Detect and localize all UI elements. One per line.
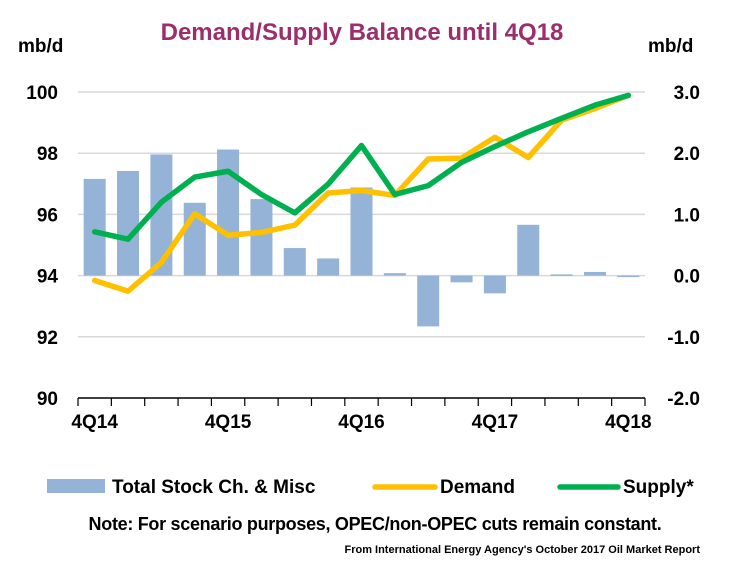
right-axis-unit: mb/d [648,36,693,57]
bar-stock-change [150,154,173,276]
right-tick-label: -2.0 [667,389,700,410]
bar-stock-change [317,258,340,276]
bar-stock-change [217,149,240,276]
left-tick-label: 94 [37,267,59,288]
right-tick-label: 3.0 [674,83,700,104]
left-tick-label: 90 [37,389,58,410]
x-tick-label: 4Q16 [338,412,384,433]
left-tick-label: 100 [26,83,58,104]
left-tick-label: 96 [37,205,58,226]
bar-stock-change [350,187,373,276]
legend-label-demand: Demand [440,477,515,498]
bar-stock-change [417,275,440,327]
bar-stock-change [83,178,106,276]
x-tick-label: 4Q17 [472,412,518,433]
x-tick-label: 4Q15 [205,412,252,433]
right-tick-label: 1.0 [674,205,700,226]
bar-stock-change [450,275,473,283]
bar-stock-change [117,170,140,276]
right-tick-label: -1.0 [667,328,700,349]
x-tick-label: 4Q18 [605,412,651,433]
bar-stock-change [617,275,640,278]
bar-stock-change [283,248,306,276]
left-axis-unit: mb/d [18,36,63,57]
bar-stock-change [550,274,573,276]
legend-swatch-stock [47,479,105,493]
legend-label-supply: Supply* [623,477,694,498]
source-credit: From International Energy Agency's Octob… [344,544,700,556]
bar-stock-change [583,271,606,276]
right-tick-label: 2.0 [674,144,700,165]
left-tick-label: 98 [37,144,58,165]
right-tick-label: 0.0 [674,267,700,288]
chart-title: Demand/Supply Balance until 4Q18 [161,19,564,46]
bar-stock-change [483,275,506,294]
bar-stock-change [517,224,540,276]
left-tick-label: 92 [37,328,58,349]
bar-stock-change [383,273,406,276]
bar-stock-change [250,199,273,276]
chart-note: Note: For scenario purposes, OPEC/non-OP… [88,514,662,534]
legend-label-stock: Total Stock Ch. & Misc [112,477,316,498]
x-tick-label: 4Q14 [71,412,118,433]
